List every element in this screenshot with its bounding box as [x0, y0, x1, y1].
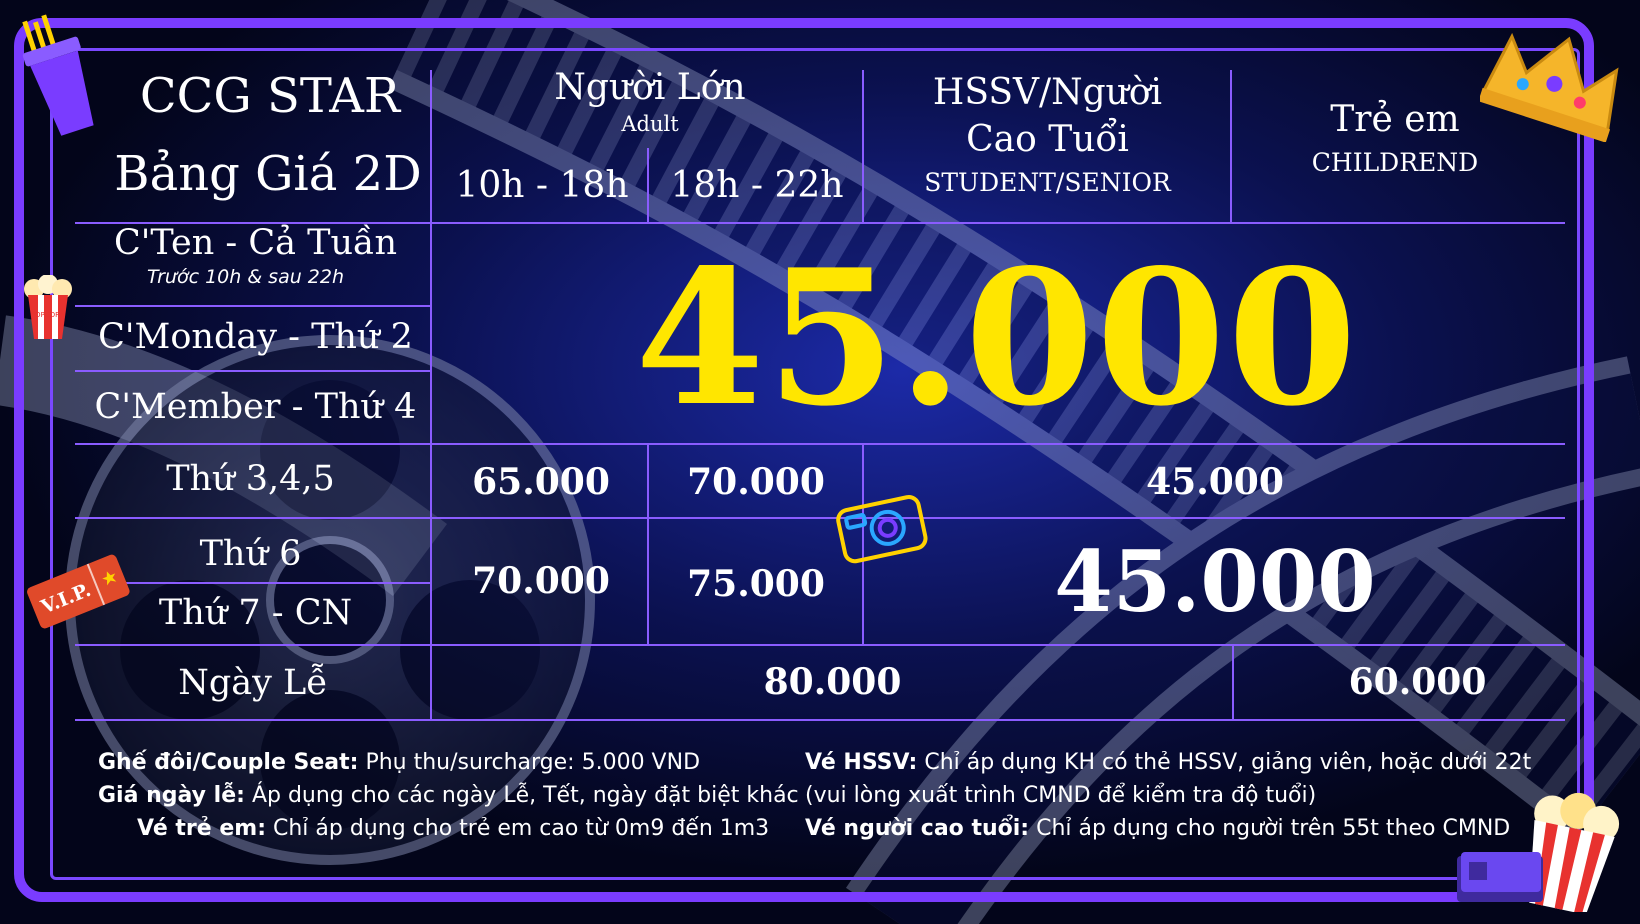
row-label-cmember: C'Member - Thứ 4 [94, 387, 417, 427]
row-label-thu7cn: Thứ 7 - CN [158, 593, 353, 633]
note-couple-seat: Ghế đôi/Couple Seat: Phụ thu/surcharge: … [98, 750, 700, 775]
crown-icon [1480, 32, 1619, 142]
row-label-thu345: Thứ 3,4,5 [166, 459, 335, 499]
note-couple-label: Ghế đôi/Couple Seat: [98, 750, 359, 775]
brand-name: CCG STAR [139, 68, 401, 124]
page-title: Bảng Giá 2D [114, 146, 422, 202]
adult-header: Người Lớn [554, 67, 746, 108]
film-reel-icon [65, 335, 595, 865]
grid-line [75, 222, 1565, 224]
grid-line [1232, 645, 1234, 720]
price-holiday-child: 60.000 [1348, 661, 1487, 703]
note-holiday-text: Áp dụng cho các ngày Lễ, Tết, ngày đặt b… [244, 783, 799, 808]
drink-cup-icon [22, 14, 94, 136]
grid-line [75, 370, 430, 372]
note-child: Vé trẻ em: Chỉ áp dụng cho trẻ em cao từ… [137, 816, 769, 841]
note-senior-label: Vé người cao tuổi: [805, 816, 1030, 841]
price-thu345-slot2: 70.000 [687, 461, 825, 503]
price-special-45000: 45.000 [635, 228, 1359, 447]
note-child-label: Vé trẻ em: [137, 816, 266, 841]
grid-line [430, 70, 432, 720]
grid-line [862, 70, 864, 223]
grid-line [75, 305, 430, 307]
note-senior-text: Chỉ áp dụng cho người trên 55t theo CMND [1029, 816, 1511, 841]
note-child-text: Chỉ áp dụng cho trẻ em cao từ 0m9 đến 1m… [266, 816, 770, 841]
row-label-cmonday: C'Monday - Thứ 2 [98, 317, 413, 357]
adult-header-en: Adult [621, 112, 679, 136]
note-student: Vé HSSV: Chỉ áp dụng KH có thẻ HSSV, giả… [805, 750, 1531, 775]
grid-line [862, 444, 864, 644]
note-holiday: Giá ngày lễ: Áp dụng cho các ngày Lễ, Tế… [98, 783, 799, 808]
time-slot-1: 10h - 18h [455, 165, 629, 206]
vip-ticket-icon: V.I.P. [27, 554, 130, 629]
child-header-en: CHILDREND [1311, 148, 1479, 177]
row-label-thu6: Thứ 6 [199, 534, 302, 574]
note-student-text: Chỉ áp dụng KH có thẻ HSSV, giảng viên, … [917, 750, 1532, 775]
grid-line [75, 582, 430, 584]
child-header: Trẻ em [1330, 99, 1460, 140]
grid-line [1230, 70, 1232, 223]
camera-icon [836, 495, 928, 564]
student-header-en: STUDENT/SENIOR [924, 168, 1171, 197]
grid-line [75, 443, 1565, 445]
note-couple-text: Phụ thu/surcharge: 5.000 VND [358, 750, 701, 775]
price-thu345-slot1: 65.000 [472, 461, 610, 503]
row-note-cten: Trước 10h & sau 22h [146, 266, 345, 288]
inner-frame [50, 48, 1580, 880]
note-holiday-label: Giá ngày lễ: [98, 783, 245, 808]
popcorn-icon: POPCORN [24, 275, 72, 339]
row-label-cten: C'Ten - Cả Tuần [113, 223, 397, 263]
student-header: HSSV/Người [932, 72, 1163, 113]
grid-line [647, 148, 649, 223]
note-senior: Vé người cao tuổi: Chỉ áp dụng cho người… [805, 816, 1510, 841]
row-label-ngayle: Ngày Lễ [178, 663, 328, 703]
price-weekend-slot2: 75.000 [687, 563, 825, 605]
ticket-icon [1457, 852, 1543, 902]
price-weekend-other: 45.000 [1054, 532, 1376, 631]
popcorn-label: POPCORN [31, 311, 65, 319]
grid-line [647, 444, 649, 644]
grid-line [75, 644, 1565, 646]
note-student-label: Vé HSSV: [805, 750, 918, 775]
price-holiday-main: 80.000 [763, 661, 902, 703]
note-student-2: (vui lòng xuất trình CMND để kiểm tra độ… [805, 783, 1317, 808]
grid-line [75, 517, 1565, 519]
price-thu345-other: 45.000 [1146, 461, 1284, 503]
grid-line [75, 719, 1565, 721]
outer-frame [14, 18, 1594, 902]
time-slot-2: 18h - 22h [670, 165, 844, 206]
student-header-line2: Cao Tuổi [966, 119, 1129, 160]
price-weekend-slot1: 70.000 [472, 560, 610, 602]
